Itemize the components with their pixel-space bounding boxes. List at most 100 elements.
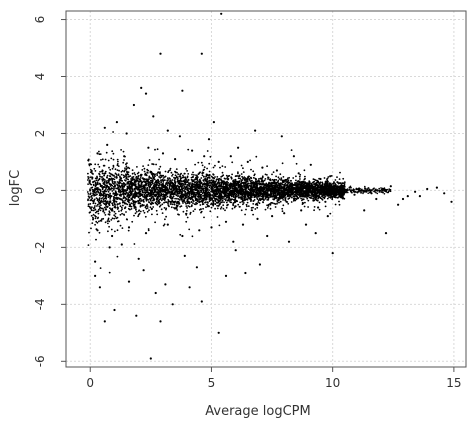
data-point — [114, 168, 117, 171]
data-point — [165, 208, 167, 211]
data-point — [130, 202, 133, 205]
data-point — [235, 195, 238, 198]
data-point — [264, 197, 267, 200]
data-point — [107, 202, 109, 204]
data-point — [90, 227, 92, 230]
data-point — [206, 195, 209, 198]
data-point — [176, 197, 178, 200]
data-point — [164, 175, 167, 178]
data-point — [217, 189, 220, 192]
data-point — [102, 197, 104, 199]
data-point — [106, 174, 109, 177]
data-point — [89, 203, 92, 205]
data-point — [169, 167, 172, 170]
data-point — [93, 200, 95, 203]
data-point — [229, 184, 232, 187]
data-point — [281, 183, 284, 186]
data-point — [241, 179, 244, 182]
data-point — [231, 161, 234, 164]
data-point — [205, 206, 207, 209]
data-point — [234, 192, 237, 195]
data-point — [334, 179, 337, 181]
data-point — [278, 197, 281, 200]
data-point — [162, 181, 165, 183]
data-point — [247, 192, 250, 195]
data-point — [267, 189, 270, 192]
data-point — [161, 178, 164, 181]
data-point — [114, 215, 117, 218]
data-point — [162, 186, 165, 189]
data-point — [296, 187, 299, 190]
data-point — [124, 179, 127, 182]
data-point — [130, 208, 133, 210]
data-point — [210, 179, 213, 182]
data-point — [122, 150, 125, 153]
data-point — [149, 186, 151, 189]
data-point — [121, 180, 124, 182]
data-point — [216, 207, 219, 210]
data-point — [237, 183, 240, 186]
data-point — [195, 197, 198, 200]
data-point — [87, 177, 90, 180]
data-point — [157, 193, 160, 195]
data-point — [252, 170, 255, 173]
data-point — [195, 201, 198, 204]
data-point — [185, 185, 188, 188]
data-point — [154, 175, 156, 178]
data-point — [218, 191, 220, 194]
data-point — [107, 181, 110, 184]
data-point — [108, 211, 111, 214]
data-point — [245, 187, 248, 190]
data-point — [138, 192, 141, 194]
data-point — [113, 217, 116, 220]
data-point — [315, 194, 317, 197]
data-point — [147, 169, 150, 172]
data-point — [240, 180, 243, 183]
data-point — [251, 181, 254, 184]
data-point — [250, 199, 253, 201]
data-point — [152, 185, 155, 188]
data-point — [233, 193, 235, 196]
data-point — [325, 180, 327, 183]
data-point — [171, 196, 174, 199]
data-point — [180, 180, 183, 183]
data-point — [201, 203, 204, 206]
data-point — [112, 204, 114, 207]
data-point — [112, 166, 115, 168]
data-point — [261, 176, 264, 179]
data-point — [231, 198, 234, 201]
data-point — [153, 178, 156, 181]
data-point — [87, 198, 89, 201]
data-point — [185, 205, 188, 208]
data-point — [102, 198, 105, 201]
data-point — [114, 230, 116, 233]
data-point — [157, 178, 159, 181]
data-point — [157, 171, 160, 174]
data-point — [113, 210, 116, 213]
data-point — [136, 192, 138, 195]
data-point — [319, 184, 322, 187]
data-point — [199, 191, 202, 194]
data-point — [124, 199, 126, 202]
data-point — [193, 174, 195, 176]
data-point — [104, 214, 107, 216]
data-point — [208, 200, 211, 203]
data-point — [148, 175, 151, 178]
data-point — [221, 171, 224, 174]
data-point — [163, 223, 166, 226]
data-point — [96, 205, 98, 207]
data-point — [98, 150, 100, 153]
data-point — [104, 158, 107, 161]
data-point — [207, 194, 209, 197]
data-point — [212, 184, 214, 187]
data-point — [99, 170, 101, 173]
data-point — [339, 182, 341, 184]
data-point — [318, 201, 321, 204]
data-point — [87, 195, 90, 198]
data-point — [279, 200, 282, 203]
data-point — [247, 191, 249, 193]
data-point — [288, 188, 290, 191]
data-point — [257, 178, 260, 180]
data-point — [208, 176, 210, 179]
data-point — [124, 190, 126, 192]
